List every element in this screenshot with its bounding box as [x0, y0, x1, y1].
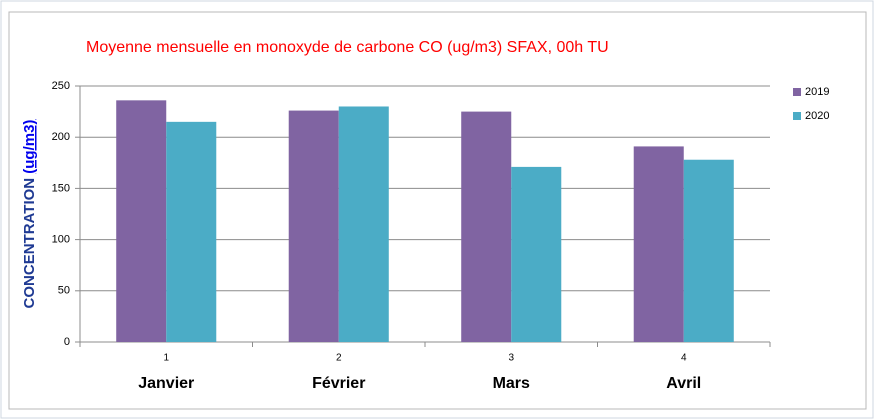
y-tick-label: 250 — [52, 80, 70, 92]
x-tick-label: 3 — [508, 353, 514, 364]
x-tick-label: 4 — [681, 353, 687, 364]
x-tick-label: 2 — [336, 353, 342, 364]
bar — [683, 159, 734, 342]
legend-label: 2020 — [805, 110, 829, 122]
y-tick-label: 0 — [64, 336, 70, 348]
bar — [338, 106, 389, 342]
bar — [511, 166, 562, 342]
bar — [116, 100, 167, 342]
y-tick-label: 150 — [52, 182, 70, 194]
y-axis-label-main: CONCENTRATION — [21, 178, 38, 309]
category-name: Mars — [493, 375, 530, 392]
bar — [288, 110, 339, 343]
bar — [633, 146, 684, 342]
bar — [461, 111, 512, 342]
category-name: Janvier — [138, 375, 194, 392]
y-tick-label: 200 — [52, 131, 70, 143]
y-tick-label: 50 — [58, 285, 70, 297]
legend-swatch — [793, 88, 801, 96]
y-tick-label: 100 — [52, 234, 70, 246]
bar — [166, 121, 217, 342]
x-tick-label: 1 — [163, 353, 169, 364]
y-axis-label: CONCENTRATION (ug/m3) — [21, 120, 38, 309]
chart-title: Moyenne mensuelle en monoxyde de carbone… — [86, 39, 609, 56]
category-name: Février — [312, 375, 365, 392]
legend-label: 2019 — [805, 86, 829, 98]
category-name: Avril — [666, 375, 701, 392]
y-axis-label-unit: (ug/m3) — [21, 120, 38, 174]
legend-swatch — [793, 112, 801, 120]
